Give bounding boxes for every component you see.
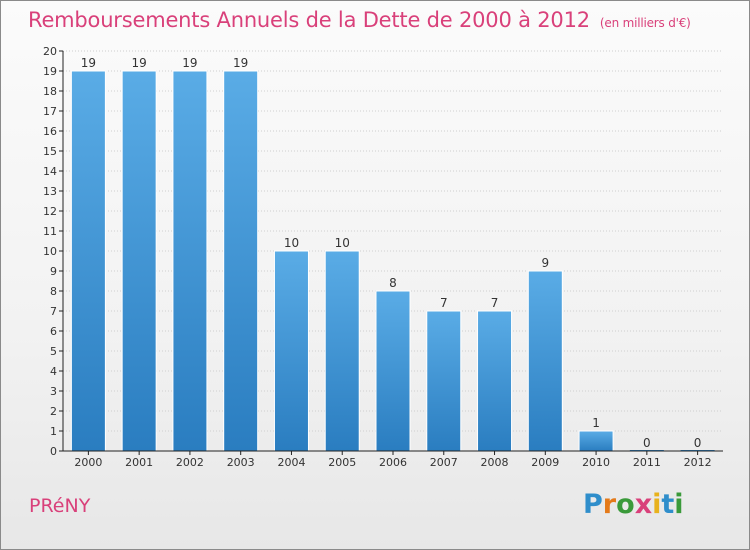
y-tick-label: 9 [50, 265, 57, 278]
bar-value-label: 7 [491, 296, 499, 310]
y-tick-label: 11 [43, 225, 57, 238]
y-tick-label: 20 [43, 45, 57, 58]
x-tick-label: 2000 [74, 456, 102, 469]
bar-value-label: 9 [541, 256, 549, 270]
y-tick-label: 5 [50, 345, 57, 358]
y-tick-label: 18 [43, 85, 57, 98]
bar-value-label: 10 [335, 236, 350, 250]
bar [121, 70, 157, 452]
x-tick-label: 2002 [176, 456, 204, 469]
logo-letter: x [634, 489, 653, 520]
logo-letter: i [674, 489, 684, 520]
bar-value-label: 19 [132, 56, 147, 70]
bar-value-label: 10 [284, 236, 299, 250]
y-tick-label: 0 [50, 445, 57, 458]
chart-title: Remboursements Annuels de la Dette de 20… [28, 8, 691, 32]
bar [273, 250, 309, 452]
x-tick-label: 2011 [633, 456, 661, 469]
y-tick-label: 2 [50, 405, 57, 418]
y-tick-label: 1 [50, 425, 57, 438]
y-tick-label: 10 [43, 245, 57, 258]
y-tick-label: 3 [50, 385, 57, 398]
x-tick-label: 2006 [379, 456, 407, 469]
bar [578, 430, 614, 452]
commune-name: PRéNY [29, 495, 91, 517]
x-tick-label: 2007 [430, 456, 458, 469]
x-tick-label: 2012 [684, 456, 712, 469]
logo-letter: i [652, 489, 662, 520]
bar-value-label: 7 [440, 296, 448, 310]
x-tick-label: 2003 [227, 456, 255, 469]
y-tick-label: 7 [50, 305, 57, 318]
y-tick-label: 16 [43, 125, 57, 138]
y-tick-label: 8 [50, 285, 57, 298]
x-tick-label: 2008 [481, 456, 509, 469]
bar [527, 270, 563, 452]
proxiti-logo: Proxiti [583, 489, 684, 520]
bar-value-label: 19 [81, 56, 96, 70]
bar [324, 250, 360, 452]
bar-value-label: 1 [592, 416, 600, 430]
y-tick-label: 13 [43, 185, 57, 198]
bar [426, 310, 462, 452]
x-tick-label: 2009 [531, 456, 559, 469]
y-tick-label: 12 [43, 205, 57, 218]
bar-value-label: 19 [233, 56, 248, 70]
bar-value-label: 0 [643, 436, 651, 450]
logo-letter: P [583, 489, 603, 520]
bar-value-label: 8 [389, 276, 397, 290]
bars [70, 70, 715, 452]
y-tick-label: 6 [50, 325, 57, 338]
x-tick-label: 2005 [328, 456, 356, 469]
bar [70, 70, 106, 452]
y-tick-label: 17 [43, 105, 57, 118]
x-tick-label: 2004 [277, 456, 305, 469]
logo-letter: t [661, 489, 675, 520]
logo-letter: o [616, 489, 635, 520]
bar-value-label: 0 [694, 436, 702, 450]
bar-value-label: 19 [182, 56, 197, 70]
logo-letter: r [602, 489, 617, 520]
y-tick-label: 4 [50, 365, 57, 378]
bar [223, 70, 259, 452]
bar [172, 70, 208, 452]
x-tick-label: 2010 [582, 456, 610, 469]
chart-unit: (en milliers d'€) [599, 16, 691, 30]
bar [375, 290, 411, 452]
x-tick-label: 2001 [125, 456, 153, 469]
y-tick-label: 19 [43, 65, 57, 78]
chart-title-text: Remboursements Annuels de la Dette de 20… [28, 8, 590, 32]
y-tick-label: 14 [43, 165, 57, 178]
bar [477, 310, 513, 452]
y-tick-label: 15 [43, 145, 57, 158]
